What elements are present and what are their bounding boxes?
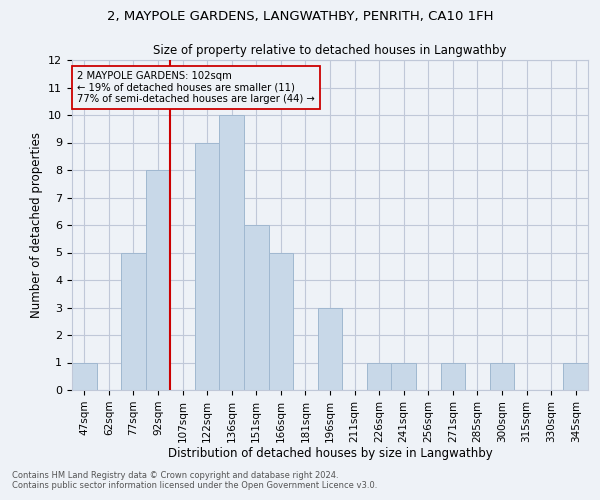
Bar [563,362,588,390]
Bar [72,362,97,390]
Bar [121,252,146,390]
Text: Contains HM Land Registry data © Crown copyright and database right 2024.
Contai: Contains HM Land Registry data © Crown c… [12,470,377,490]
Text: 2, MAYPOLE GARDENS, LANGWATHBY, PENRITH, CA10 1FH: 2, MAYPOLE GARDENS, LANGWATHBY, PENRITH,… [107,10,493,23]
Bar [220,115,244,390]
Y-axis label: Number of detached properties: Number of detached properties [29,132,43,318]
Bar [367,362,391,390]
Bar [318,308,342,390]
Text: 2 MAYPOLE GARDENS: 102sqm
← 19% of detached houses are smaller (11)
77% of semi-: 2 MAYPOLE GARDENS: 102sqm ← 19% of detac… [77,71,314,104]
Bar [195,142,220,390]
Bar [244,225,269,390]
Title: Size of property relative to detached houses in Langwathby: Size of property relative to detached ho… [153,44,507,58]
Bar [146,170,170,390]
Bar [440,362,465,390]
Bar [490,362,514,390]
X-axis label: Distribution of detached houses by size in Langwathby: Distribution of detached houses by size … [167,448,493,460]
Bar [269,252,293,390]
Bar [391,362,416,390]
